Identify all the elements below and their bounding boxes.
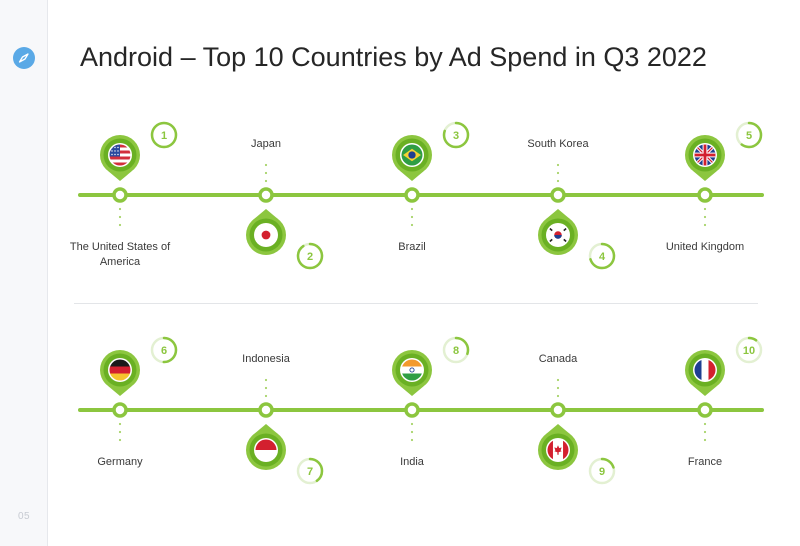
flag-pin <box>392 350 432 396</box>
connector-dots <box>703 422 707 442</box>
rank-number: 4 <box>599 251 606 263</box>
timeline-node <box>258 187 274 203</box>
flag-pin <box>246 209 286 255</box>
country-label: United Kingdom <box>665 241 745 253</box>
timeline-node <box>404 187 420 203</box>
rank-number: 5 <box>746 130 752 142</box>
connector-dots <box>264 163 268 183</box>
country-label: Japan <box>251 138 281 150</box>
timeline-node <box>550 187 566 203</box>
flag-pin <box>538 424 578 470</box>
rank-number: 7 <box>307 466 313 478</box>
connector-dots <box>556 163 560 183</box>
timeline-node <box>404 402 420 418</box>
connector-dots <box>264 378 268 398</box>
rank-badge: 2 <box>296 242 324 270</box>
rank-badge: 9 <box>588 457 616 485</box>
timeline-node <box>258 402 274 418</box>
connector-dots <box>703 207 707 227</box>
south-korea-flag-icon <box>547 224 569 246</box>
timeline-node <box>697 187 713 203</box>
rank-badge: 4 <box>588 242 616 270</box>
flag-pin <box>100 135 140 181</box>
connector-dots <box>410 422 414 442</box>
flag-pin <box>685 135 725 181</box>
sidebar: 05 <box>0 0 48 546</box>
connector-dots <box>118 207 122 227</box>
connector-dots <box>556 378 560 398</box>
page-number: 05 <box>17 511 31 522</box>
rank-badge: 6 <box>150 336 178 364</box>
rank-badge: 3 <box>442 121 470 149</box>
compass-icon <box>13 47 35 69</box>
country-label: Indonesia <box>242 353 290 365</box>
rank-number: 1 <box>161 130 167 142</box>
country-label: India <box>400 456 424 468</box>
rank-number: 6 <box>161 345 167 357</box>
flag-pin <box>392 135 432 181</box>
us-flag-icon <box>109 144 131 166</box>
connector-dots <box>410 207 414 227</box>
flag-pin <box>538 209 578 255</box>
rank-number: 9 <box>599 466 605 478</box>
rank-badge: 5 <box>735 121 763 149</box>
indonesia-flag-icon <box>255 439 277 461</box>
japan-flag-icon <box>255 224 277 246</box>
india-flag-icon <box>401 359 423 381</box>
germany-flag-icon <box>109 359 131 381</box>
rank-badge: 7 <box>296 457 324 485</box>
flag-pin <box>100 350 140 396</box>
canada-flag-icon <box>547 439 569 461</box>
page-title: Android – Top 10 Countries by Ad Spend i… <box>80 42 707 72</box>
country-label: South Korea <box>527 138 589 150</box>
rank-badge: 8 <box>442 336 470 364</box>
flag-pin <box>685 350 725 396</box>
country-label: Brazil <box>398 241 426 253</box>
timeline-node <box>112 187 128 203</box>
country-label: The United States of America <box>69 241 171 268</box>
rank-number: 8 <box>453 345 459 357</box>
timeline-node <box>112 402 128 418</box>
country-label: France <box>687 456 723 468</box>
rank-number: 10 <box>743 345 755 357</box>
france-flag-icon <box>694 359 716 381</box>
country-label: Canada <box>538 353 578 365</box>
timeline-node <box>697 402 713 418</box>
uk-flag-icon <box>694 144 716 166</box>
timeline-node <box>550 402 566 418</box>
row-divider <box>74 303 758 304</box>
rank-badge: 10 <box>735 336 763 364</box>
rank-number: 3 <box>453 130 459 142</box>
brazil-flag-icon <box>401 144 423 166</box>
rank-number: 2 <box>307 251 313 263</box>
connector-dots <box>118 422 122 442</box>
rank-badge: 1 <box>150 121 178 149</box>
flag-pin <box>246 424 286 470</box>
country-label: Germany <box>97 456 143 468</box>
